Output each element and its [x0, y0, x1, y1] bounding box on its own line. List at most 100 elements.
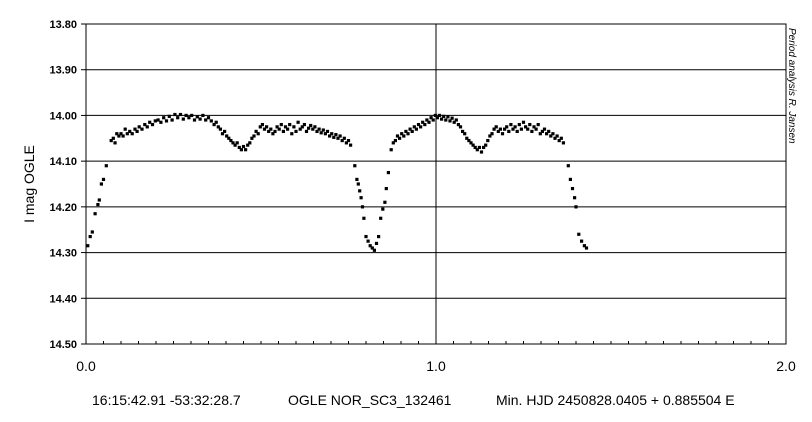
data-point	[195, 115, 199, 119]
data-point	[279, 122, 283, 127]
data-point	[408, 127, 412, 131]
data-point	[204, 118, 208, 122]
data-point	[119, 132, 123, 136]
data-point	[294, 129, 298, 134]
data-point	[239, 148, 243, 152]
data-point	[159, 120, 163, 124]
data-point	[559, 136, 563, 140]
data-point	[507, 129, 511, 134]
data-point	[113, 141, 117, 145]
data-point	[442, 114, 446, 118]
data-point	[379, 216, 383, 220]
data-point	[398, 136, 402, 140]
data-point	[566, 164, 570, 168]
data-point	[494, 125, 498, 129]
data-point	[256, 132, 260, 136]
data-point	[519, 127, 523, 131]
data-point	[584, 246, 589, 250]
side-credit-label: Period analysis R. Jansen	[786, 28, 797, 144]
data-point	[178, 112, 183, 117]
data-point	[206, 116, 211, 120]
data-point	[393, 138, 397, 143]
data-point	[500, 132, 505, 136]
data-point	[250, 136, 254, 140]
data-point	[86, 244, 90, 248]
data-point	[473, 145, 477, 150]
data-point	[448, 119, 452, 123]
data-point	[517, 122, 521, 127]
data-point	[570, 186, 575, 191]
data-point	[433, 113, 437, 118]
data-point	[372, 248, 376, 252]
data-point	[425, 118, 429, 122]
data-point	[561, 141, 565, 145]
data-point	[573, 196, 577, 200]
data-point	[140, 127, 144, 131]
data-point	[471, 143, 475, 147]
data-point	[334, 133, 338, 137]
data-point	[421, 120, 425, 124]
data-point	[288, 122, 292, 127]
data-point	[423, 122, 427, 127]
data-point	[260, 122, 264, 127]
y-axis-label: I mag OGLE	[21, 145, 37, 223]
data-point	[150, 122, 155, 127]
data-point	[328, 134, 332, 138]
y-tick-label: 14.30	[49, 248, 77, 260]
y-tick-label: 14.20	[49, 202, 77, 214]
data-point	[498, 127, 502, 131]
data-point	[542, 127, 547, 131]
data-point	[340, 138, 344, 143]
y-axis-ticks: 13.80 13.90 14.00 14.10 14.20 14.30 14.40 14.50	[49, 19, 86, 351]
footer-object: OGLE NOR_SC3_132461	[288, 392, 452, 408]
data-point	[536, 122, 540, 127]
data-point	[410, 129, 414, 134]
data-point	[90, 230, 94, 234]
data-point	[427, 120, 431, 124]
data-point	[444, 118, 448, 122]
data-point	[111, 136, 115, 140]
data-point	[290, 132, 294, 136]
data-point	[344, 141, 348, 145]
data-point	[452, 120, 456, 124]
data-point	[170, 118, 174, 122]
data-point	[368, 244, 372, 248]
data-point	[133, 127, 137, 131]
data-point	[414, 127, 418, 131]
data-point	[381, 207, 385, 211]
data-point	[580, 239, 584, 243]
data-point	[384, 186, 388, 191]
data-point	[248, 141, 252, 145]
data-point	[509, 122, 513, 127]
data-point	[315, 129, 319, 134]
data-point	[145, 125, 149, 129]
data-point	[300, 125, 304, 129]
data-point	[386, 170, 390, 175]
x-tick-label: 2.0	[776, 358, 796, 374]
data-point	[553, 136, 557, 140]
data-point	[450, 116, 454, 120]
data-point	[307, 126, 311, 130]
data-point	[323, 132, 327, 136]
data-point	[547, 129, 551, 134]
data-point	[332, 135, 336, 139]
data-point	[515, 129, 519, 134]
data-point	[125, 132, 129, 136]
data-point	[309, 123, 313, 128]
data-point	[456, 122, 460, 127]
data-point	[353, 164, 357, 168]
data-point	[273, 129, 277, 134]
data-point	[184, 113, 188, 118]
data-point	[148, 120, 152, 124]
data-point	[227, 136, 231, 140]
data-point	[164, 119, 169, 123]
y-tick-label: 14.00	[49, 110, 77, 122]
data-points	[86, 112, 589, 252]
data-point	[486, 138, 490, 143]
data-point	[313, 125, 317, 129]
data-point	[286, 127, 290, 131]
data-point	[395, 134, 400, 138]
data-point	[319, 131, 323, 135]
data-point	[101, 177, 106, 182]
data-point	[463, 132, 467, 136]
